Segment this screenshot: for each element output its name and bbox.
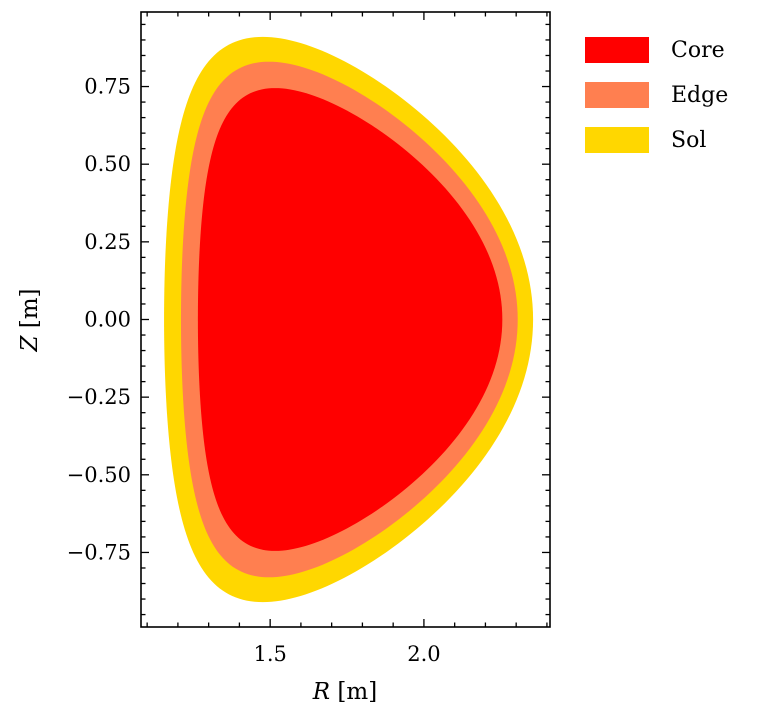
x-axis-variable: R bbox=[312, 679, 330, 705]
y-tick-label: 0.50 bbox=[84, 152, 131, 176]
legend-swatch-core bbox=[585, 37, 649, 63]
y-tick-label: 0.00 bbox=[84, 308, 131, 332]
y-axis-title: Z [m] bbox=[17, 288, 43, 352]
legend-label-sol: Sol bbox=[671, 128, 706, 153]
y-tick-label: −0.25 bbox=[67, 385, 131, 409]
y-tick-label: −0.75 bbox=[67, 540, 131, 564]
legend: Core Edge Sol bbox=[585, 37, 728, 153]
y-tick-labels: −0.75 −0.50 −0.25 0.00 0.25 0.50 0.75 bbox=[67, 75, 131, 565]
legend-label-edge: Edge bbox=[671, 83, 728, 108]
y-tick-label: 0.25 bbox=[84, 230, 131, 254]
axis-ticks bbox=[141, 12, 550, 627]
x-axis-unit: [m] bbox=[330, 679, 377, 705]
plasma-regions bbox=[164, 36, 534, 603]
y-tick-label: −0.50 bbox=[67, 463, 131, 487]
x-axis-title: R [m] bbox=[312, 679, 377, 705]
y-tick-label: 0.75 bbox=[84, 75, 131, 99]
x-tick-label: 1.5 bbox=[253, 642, 286, 666]
x-tick-label: 2.0 bbox=[407, 642, 440, 666]
region-core bbox=[197, 88, 503, 551]
legend-label-core: Core bbox=[671, 38, 725, 63]
legend-swatch-sol bbox=[585, 127, 649, 153]
y-axis-variable: Z bbox=[17, 335, 43, 353]
legend-swatch-edge bbox=[585, 82, 649, 108]
x-tick-labels: 1.5 2.0 bbox=[253, 642, 440, 666]
y-axis-unit: [m] bbox=[17, 288, 43, 335]
